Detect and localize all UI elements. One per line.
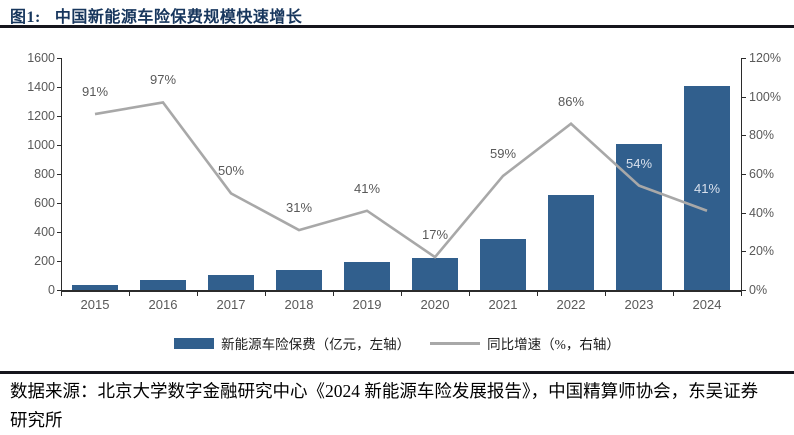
x-axis-line: [61, 290, 742, 292]
growth-label-2017: 50%: [217, 163, 245, 179]
chart-legend: 新能源车险保费（亿元，左轴） 同比增速（%，右轴）: [0, 333, 794, 353]
growth-label-2024: 41%: [693, 180, 721, 196]
x-axis-tick: [197, 291, 198, 296]
x-axis-category-label: 2015: [80, 297, 110, 312]
right-axis-tick-label: 0%: [749, 283, 768, 297]
bar-2020: [412, 257, 458, 290]
x-axis-tick: [401, 291, 402, 296]
x-axis-tick: [605, 291, 606, 296]
x-axis-category-label: 2020: [420, 297, 450, 312]
growth-label-2019: 41%: [353, 180, 381, 196]
x-axis-tick: [469, 291, 470, 296]
footer-divider: [0, 371, 794, 374]
y-axis-tick-label: 1000: [27, 138, 55, 152]
legend-item-premium: 新能源车险保费（亿元，左轴）: [174, 333, 410, 353]
line-legend-label: 同比增速（%，右轴）: [487, 337, 620, 352]
right-axis-tick-label: 20%: [749, 244, 775, 259]
x-axis-category-label: 2023: [624, 297, 654, 312]
y-axis-line: [61, 58, 62, 290]
y-axis-tick: [57, 203, 61, 204]
y-axis-tick-label: 1400: [27, 80, 55, 94]
y-axis-tick: [57, 290, 61, 291]
growth-label-2015: 91%: [81, 84, 109, 100]
bar-2023: [616, 143, 662, 290]
x-axis-category-label: 2019: [352, 297, 382, 312]
x-axis-category-label: 2018: [284, 297, 314, 312]
title-divider: [0, 25, 794, 28]
right-axis-tick-label: 60%: [749, 167, 775, 181]
right-axis-tick: [742, 212, 746, 214]
source-note: 数据来源：北京大学数字金融研究中心《2024 新能源车险发展报告》，中国精算师协…: [10, 381, 759, 430]
y-axis-tick: [57, 87, 61, 88]
line-legend-swatch: [430, 341, 481, 345]
y-axis-tick-label: 200: [34, 254, 55, 268]
bar-2017: [208, 275, 254, 290]
right-axis-tick: [742, 135, 746, 137]
y-axis-tick: [57, 145, 61, 146]
x-axis-tick: [129, 291, 130, 296]
y-axis-tick: [57, 116, 61, 117]
y-axis-tick-label: 0: [48, 283, 55, 297]
figure-label: 图1:: [10, 9, 41, 26]
bar-2016: [140, 280, 186, 290]
bar-legend-label: 新能源车险保费（亿元，左轴）: [221, 337, 411, 352]
bar-2018: [276, 270, 322, 290]
right-axis-tick: [742, 58, 746, 59]
y-axis-tick: [57, 174, 61, 175]
x-axis-tick: [333, 291, 334, 296]
right-axis-tick: [742, 290, 746, 291]
right-axis-tick-label: 120%: [749, 51, 781, 65]
x-axis-category-label: 2021: [488, 297, 518, 312]
x-axis-tick: [265, 291, 266, 296]
right-axis-tick-label: 80%: [749, 128, 775, 143]
legend-item-growth: 同比增速（%，右轴）: [430, 333, 620, 353]
y-axis-tick-label: 1200: [27, 109, 55, 123]
right-axis-tick: [742, 251, 746, 253]
bar-2021: [480, 238, 526, 290]
y-axis-tick: [57, 58, 61, 59]
growth-label-2022: 86%: [557, 93, 585, 109]
x-axis-category-label: 2016: [148, 297, 178, 312]
right-axis-tick-label: 40%: [749, 205, 775, 220]
right-axis-tick: [742, 96, 746, 98]
y-axis-tick-label: 1600: [27, 51, 55, 65]
y-axis-tick: [57, 232, 61, 233]
x-axis-category-label: 2022: [556, 297, 586, 312]
bar-2015: [72, 284, 118, 290]
growth-label-2021: 59%: [489, 145, 517, 161]
x-axis-tick: [741, 291, 742, 296]
y-axis-tick-label: 600: [34, 196, 55, 210]
y-axis-tick-label: 800: [34, 167, 55, 181]
right-axis-tick-label: 100%: [749, 89, 781, 104]
x-axis-category-label: 2024: [692, 297, 722, 312]
bar-legend-swatch: [174, 337, 215, 349]
x-axis-tick: [673, 291, 674, 296]
x-axis-tick: [537, 291, 538, 296]
right-axis-tick: [742, 174, 746, 175]
figure-header: 图1: 中国新能源车险保费规模快速增长: [10, 3, 786, 27]
growth-label-2018: 31%: [285, 200, 313, 216]
right-axis-line: [741, 58, 742, 290]
figure-title: 中国新能源车险保费规模快速增长: [54, 9, 303, 26]
bar-2019: [344, 262, 390, 290]
bar-2022: [548, 194, 594, 290]
growth-label-2023: 54%: [625, 155, 653, 171]
x-axis-category-label: 2017: [216, 297, 246, 312]
x-axis-tick: [61, 291, 62, 296]
y-axis-tick-label: 400: [34, 225, 55, 239]
growth-label-2020: 17%: [421, 227, 449, 243]
y-axis-tick: [57, 261, 61, 262]
bar-2024: [684, 85, 730, 290]
growth-label-2016: 97%: [149, 72, 177, 88]
